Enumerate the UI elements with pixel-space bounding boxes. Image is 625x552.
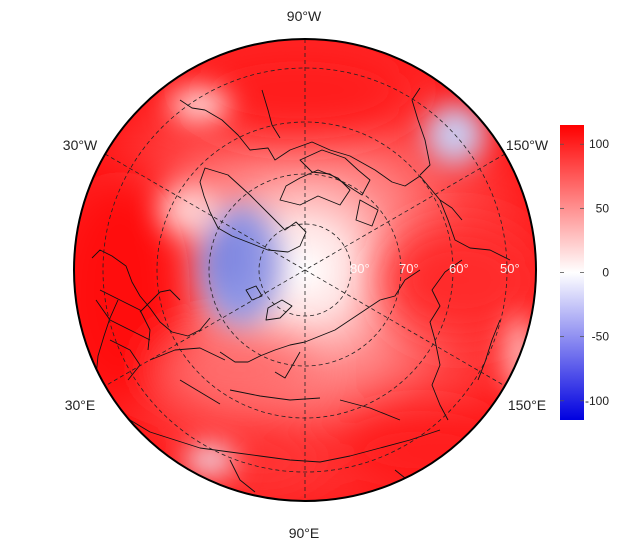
lat-label-50: 50°: [500, 261, 520, 276]
latitude-labels: 80° 70° 60° 50°: [350, 261, 520, 276]
longitude-labels: 90°W 30°W 150°W 30°E 150°E 90°E: [63, 8, 549, 541]
colorbar: 100 50 0 -50 -100: [560, 125, 609, 420]
lat-label-80: 80°: [350, 261, 370, 276]
lon-label-30e: 30°E: [65, 397, 96, 413]
lat-circle-50: [102, 67, 508, 473]
map-border: [73, 38, 537, 502]
graticule: [102, 39, 508, 501]
lon-label-90w: 90°W: [287, 8, 322, 24]
colorbar-tick-label: 100: [589, 137, 609, 151]
colorbar-tick-label: -50: [592, 330, 610, 344]
meridian-150: [104, 153, 506, 387]
colorbar-tick-label: -100: [585, 394, 609, 408]
colorbar-tick-label: 50: [596, 201, 610, 215]
lat-label-70: 70°: [399, 261, 419, 276]
lon-label-150w: 150°W: [506, 137, 549, 153]
lon-label-90e: 90°E: [289, 525, 320, 541]
lat-label-60: 60°: [449, 261, 469, 276]
colorbar-ticks: 100 50 0 -50 -100: [560, 137, 609, 408]
colorbar-tick-label: 0: [602, 266, 609, 280]
lon-label-150e: 150°E: [508, 397, 546, 413]
lon-label-30w: 30°W: [63, 137, 98, 153]
